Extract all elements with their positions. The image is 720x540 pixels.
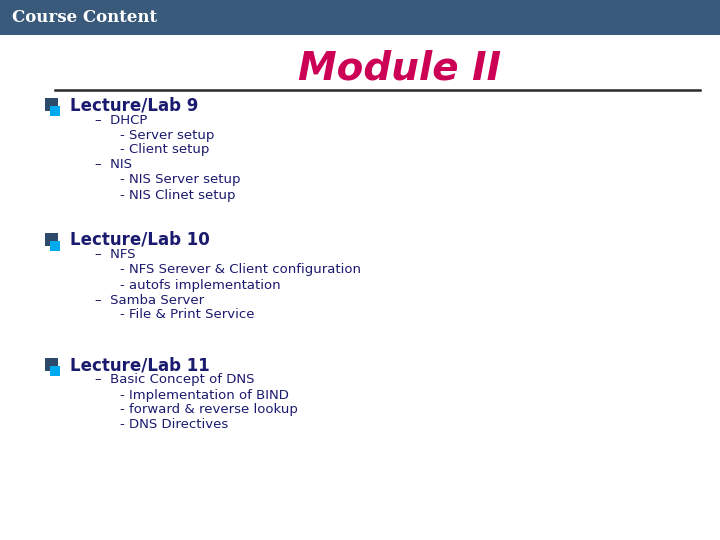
Bar — [50, 241, 60, 251]
Text: - NIS Clinet setup: - NIS Clinet setup — [120, 188, 235, 201]
Bar — [45, 358, 58, 371]
Text: - Server setup: - Server setup — [120, 129, 215, 141]
Bar — [50, 106, 60, 116]
Text: - NFS Serever & Client configuration: - NFS Serever & Client configuration — [120, 264, 361, 276]
Bar — [45, 233, 58, 246]
Text: –  NIS: – NIS — [95, 159, 132, 172]
Text: Lecture/Lab 11: Lecture/Lab 11 — [70, 356, 210, 374]
Bar — [0, 0, 720, 35]
Text: Course Content: Course Content — [12, 9, 157, 26]
Text: - forward & reverse lookup: - forward & reverse lookup — [120, 403, 298, 416]
Text: - DNS Directives: - DNS Directives — [120, 418, 228, 431]
Text: Lecture/Lab 10: Lecture/Lab 10 — [70, 231, 210, 249]
Text: - File & Print Service: - File & Print Service — [120, 308, 254, 321]
Text: - NIS Server setup: - NIS Server setup — [120, 173, 240, 186]
Text: –  Basic Concept of DNS: – Basic Concept of DNS — [95, 374, 254, 387]
Text: - autofs implementation: - autofs implementation — [120, 279, 281, 292]
Bar — [45, 98, 58, 111]
Text: - Implementation of BIND: - Implementation of BIND — [120, 388, 289, 402]
Text: Lecture/Lab 9: Lecture/Lab 9 — [70, 96, 199, 114]
Text: - Client setup: - Client setup — [120, 144, 210, 157]
Bar — [50, 366, 60, 376]
Text: Module II: Module II — [298, 49, 502, 87]
Text: –  Samba Server: – Samba Server — [95, 294, 204, 307]
Text: –  NFS: – NFS — [95, 248, 135, 261]
Text: –  DHCP: – DHCP — [95, 113, 148, 126]
